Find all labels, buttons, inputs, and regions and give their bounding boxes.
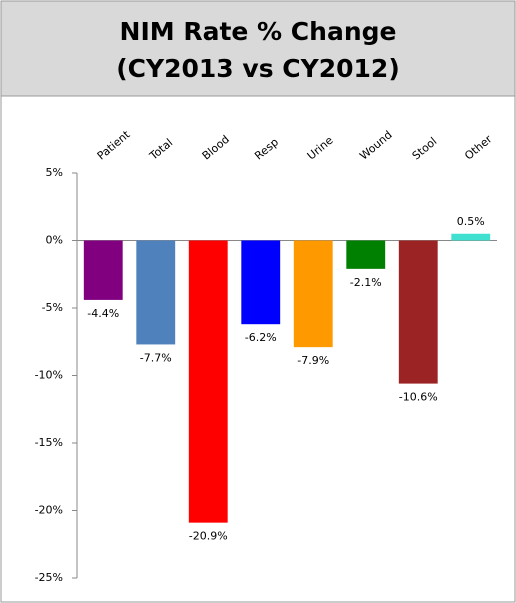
bar: [451, 233, 491, 241]
value-label: -6.2%: [245, 331, 277, 344]
value-label: -4.4%: [87, 307, 119, 320]
y-tick-label: -10%: [35, 369, 63, 382]
value-label: -10.6%: [399, 391, 438, 404]
bar: [241, 240, 281, 325]
bar: [188, 240, 228, 523]
y-tick-label: 5%: [46, 166, 63, 179]
bar: [293, 240, 333, 348]
y-tick-label: -20%: [35, 504, 63, 517]
value-label: -7.9%: [297, 354, 329, 367]
value-label: -2.1%: [350, 276, 382, 289]
chart-subtitle: (CY2013 vs CY2012): [116, 54, 400, 83]
value-label: -7.7%: [140, 351, 172, 364]
y-tick-label: -5%: [42, 301, 63, 314]
y-tick-label: -15%: [35, 436, 63, 449]
bar: [83, 240, 123, 300]
chart-title: NIM Rate % Change: [120, 17, 397, 46]
y-tick-label: 0%: [46, 234, 63, 247]
y-tick-label: -25%: [35, 571, 63, 584]
bar: [136, 240, 176, 345]
value-label: 0.5%: [457, 215, 485, 228]
bar: [398, 240, 438, 384]
title-box: [0, 0, 516, 97]
value-label: -20.9%: [189, 530, 228, 543]
bar: [346, 240, 386, 269]
